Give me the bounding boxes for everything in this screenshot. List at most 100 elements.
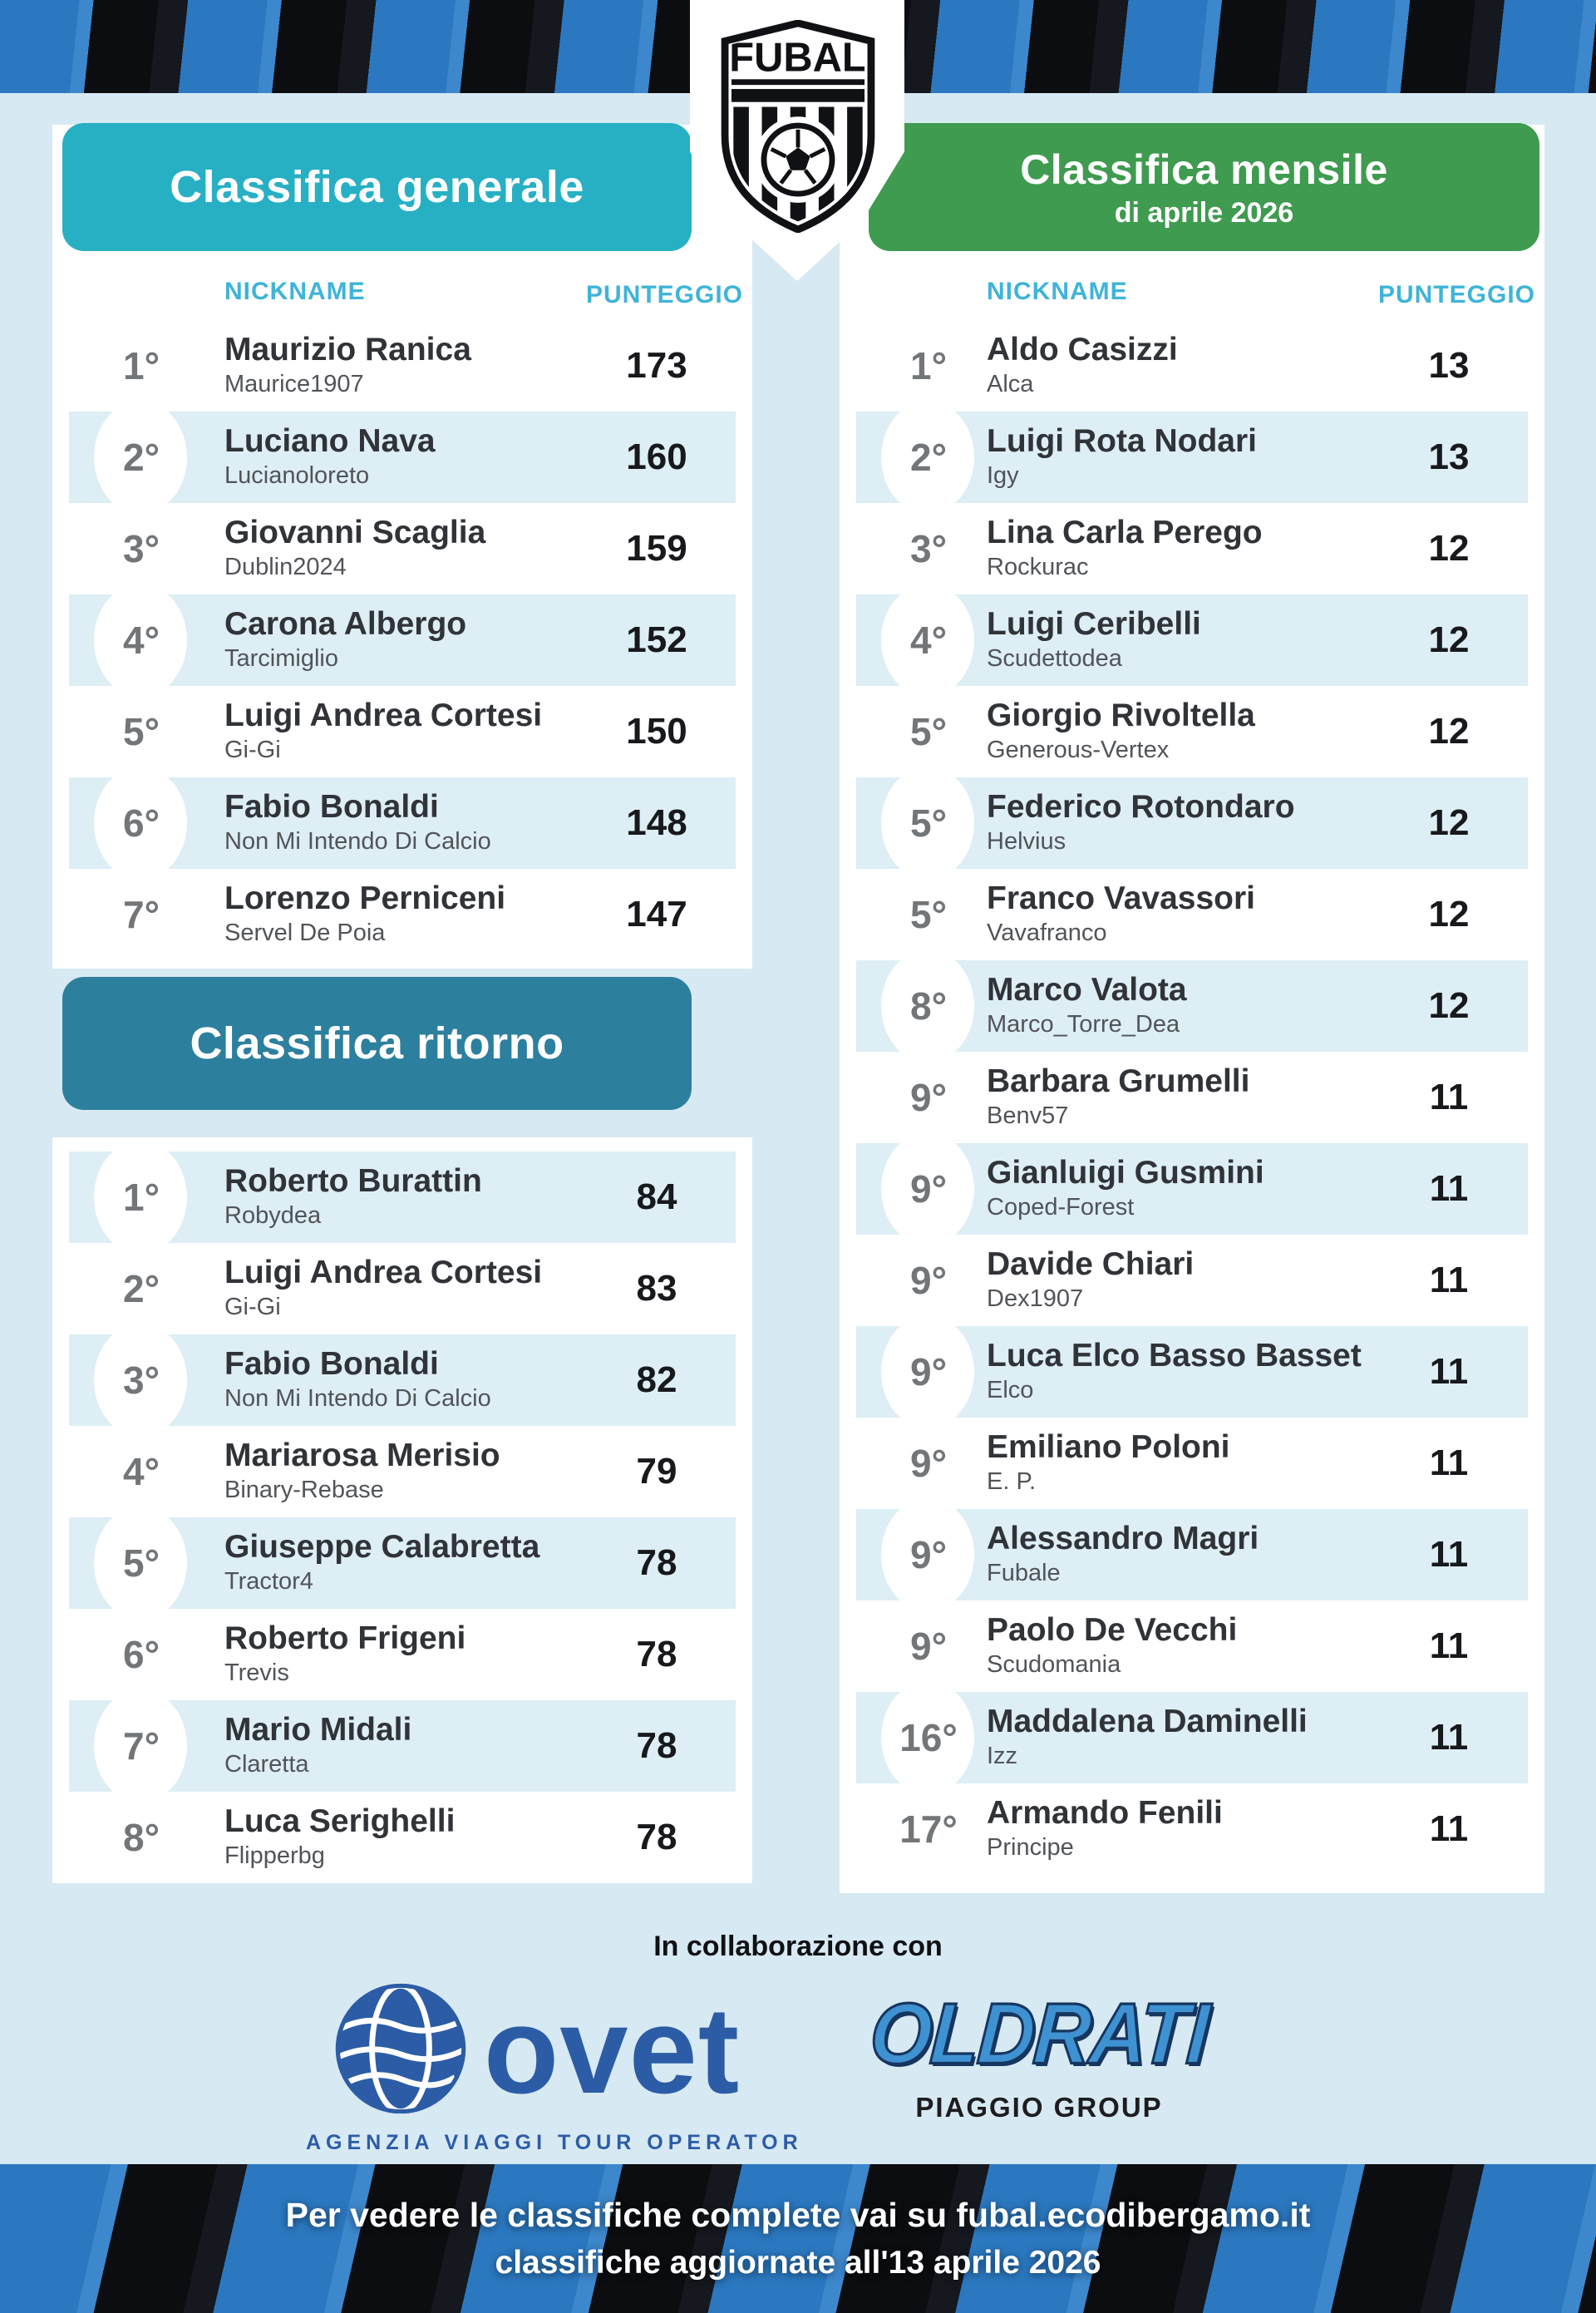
player-name: Paolo De Vecchi <box>987 1612 1238 1648</box>
rank: 7° <box>123 893 160 936</box>
list-item: 9° Paolo De Vecchi Scudomania 11 <box>856 1600 1528 1692</box>
list-item: 3° Fabio Bonaldi Non Mi Intendo Di Calcio 8… <box>69 1324 736 1437</box>
list-item: 4° Mariarosa Merisio Binary-Rebase 79 <box>69 1426 736 1517</box>
rank: 16° <box>899 1716 958 1759</box>
player: Carona Albergo Tarcimiglio <box>224 605 466 673</box>
header-classifica-generale: Classifica generale <box>62 123 692 251</box>
player-nickname: Coped-Forest <box>987 1194 1135 1221</box>
player-name: Roberto Frigeni <box>224 1620 466 1656</box>
player: Maurizio Ranica Maurice1907 <box>224 331 471 399</box>
player-nickname: Fubale <box>987 1560 1061 1586</box>
list-item: 4° Luigi Ceribelli Scudettodea 12 <box>856 584 1528 697</box>
list-item: 5° Federico Rotondaro Helvius 12 <box>856 767 1528 880</box>
section-title: Classifica generale <box>170 162 584 212</box>
oldrati-group-label: PIAGGIO GROUP <box>915 2092 1163 2123</box>
rank-circle <box>94 1141 187 1254</box>
rank-circle <box>881 1681 974 1794</box>
header-classifica-ritorno: Classifica ritorno <box>62 977 692 1110</box>
player-name: Gianluigi Gusmini <box>987 1155 1264 1191</box>
player-name: Franco Vavassori <box>987 880 1256 916</box>
player-nickname: Scudomania <box>987 1651 1121 1678</box>
rank: 5° <box>910 801 947 845</box>
score: 12 <box>1428 528 1470 569</box>
score: 13 <box>1428 345 1470 386</box>
ovet-tagline: AGENZIA VIAGGI TOUR OPERATOR <box>306 2131 803 2154</box>
score: 12 <box>1428 894 1470 935</box>
score: 11 <box>1429 1808 1469 1849</box>
player-name: Lorenzo Perniceni <box>224 880 506 916</box>
rank: 1° <box>123 344 160 387</box>
player: Alessandro Magri Fubale <box>987 1520 1259 1588</box>
score: 13 <box>1428 436 1470 477</box>
list-item: 5° Franco Vavassori Vavafranco 12 <box>856 869 1528 960</box>
list-item: 6° Fabio Bonaldi Non Mi Intendo Di Calcio 1… <box>69 767 736 880</box>
rank: 7° <box>123 1724 160 1768</box>
player: Luciano Nava Lucianoloreto <box>224 422 436 491</box>
column-header-punteggio: PUNTEGGIO <box>586 281 744 308</box>
table-generale-rows: 1° Maurizio Ranica Maurice1907 173 2° Luciano… <box>69 320 736 960</box>
rank-circle <box>94 1507 187 1620</box>
player-name: Fabio Bonaldi <box>224 1346 439 1382</box>
column-headers: NICKNAME PUNTEGGIO <box>856 274 1534 313</box>
column-header-nickname: NICKNAME <box>987 278 1128 305</box>
score: 148 <box>626 802 687 843</box>
list-item: 5° Giorgio Rivoltella Generous-Vertex 12 <box>856 686 1528 777</box>
player-name: Maddalena Daminelli <box>987 1704 1308 1739</box>
rank-circle <box>881 1315 974 1428</box>
player: Luigi Andrea Cortesi Gi-Gi <box>224 1254 542 1322</box>
player-name: Giorgio Rivoltella <box>987 698 1255 733</box>
rank-circle <box>881 584 974 697</box>
player: Fabio Bonaldi Non Mi Intendo Di Calcio <box>224 1345 491 1413</box>
list-item: 7° Lorenzo Perniceni Servel De Poia 147 <box>69 869 736 960</box>
player: Luigi Rota Nodari Igy <box>987 422 1257 491</box>
score: 79 <box>636 1451 677 1492</box>
player-name: Maurizio Ranica <box>224 332 471 367</box>
player-nickname: Gi-Gi <box>224 1294 281 1320</box>
player-name: Luca Serighelli <box>224 1803 456 1839</box>
player-name: Luciano Nava <box>224 423 436 459</box>
player: Paolo De Vecchi Scudomania <box>987 1611 1237 1679</box>
rank: 17° <box>899 1807 958 1851</box>
rank: 4° <box>910 619 947 662</box>
player-name: Marco Valota <box>987 972 1187 1008</box>
player-name: Aldo Casizzi <box>987 332 1178 367</box>
list-item: 6° Roberto Frigeni Trevis 78 <box>69 1609 736 1700</box>
player-nickname: Elco <box>987 1377 1034 1403</box>
score: 78 <box>636 1817 677 1857</box>
rank-circle <box>94 401 187 514</box>
card-classifica-generale: NICKNAME PUNTEGGIO 1° Maurizio Ranica Maur… <box>52 125 752 969</box>
player-nickname: E. P. <box>987 1468 1037 1495</box>
rank: 3° <box>123 527 160 570</box>
section-subtitle: di aprile 2026 <box>1114 196 1294 229</box>
score: 82 <box>636 1359 677 1400</box>
player-name: Armando Fenili <box>987 1795 1223 1831</box>
player-name: Mario Midali <box>224 1712 412 1748</box>
list-item: 9° Davide Chiari Dex1907 11 <box>856 1235 1528 1326</box>
globe-icon <box>329 1977 472 2124</box>
player-nickname: Non Mi Intendo Di Calcio <box>224 828 491 855</box>
column-header-nickname: NICKNAME <box>224 278 366 305</box>
rank: 2° <box>910 436 947 479</box>
rank: 1° <box>910 344 947 387</box>
rank: 5° <box>910 893 947 936</box>
player-name: Davide Chiari <box>987 1246 1195 1282</box>
list-item: 9° Luca Elco Basso Basset Elco 11 <box>856 1315 1528 1428</box>
player-nickname: Lucianoloreto <box>224 462 370 489</box>
section-title: Classifica ritorno <box>190 1018 564 1068</box>
player-nickname: Generous-Vertex <box>987 737 1170 763</box>
player-nickname: Principe <box>987 1834 1074 1861</box>
oldrati-wordmark: OLDRATI <box>866 1985 1212 2084</box>
list-item: 8° Luca Serighelli Flipperbg 78 <box>69 1792 736 1883</box>
player: Federico Rotondaro Helvius <box>987 788 1295 856</box>
player: Lina Carla Perego Rockurac <box>987 514 1263 582</box>
player-nickname: Flipperbg <box>224 1842 325 1869</box>
score: 11 <box>1429 1260 1469 1300</box>
player-nickname: Claretta <box>224 1751 309 1778</box>
collaboration-heading: In collaborazione con <box>653 1931 943 1962</box>
list-item: 5° Giuseppe Calabretta Tractor4 78 <box>69 1507 736 1620</box>
score: 11 <box>1429 1077 1469 1117</box>
rank: 8° <box>910 984 947 1028</box>
score: 11 <box>1429 1443 1469 1483</box>
rank: 5° <box>123 1541 160 1585</box>
